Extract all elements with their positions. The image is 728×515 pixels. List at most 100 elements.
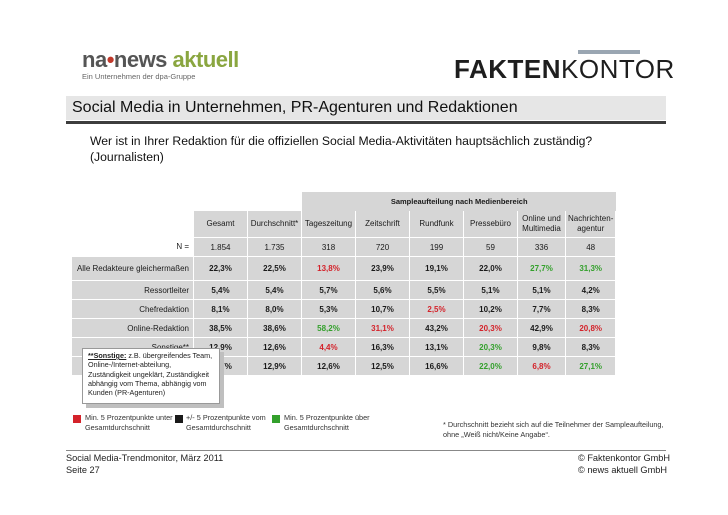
table-cell: 31,3% — [566, 256, 617, 280]
results-table: Sampleaufteilung nach Medienbereich Gesa… — [72, 192, 617, 375]
logo-aktuell-text: aktuell — [172, 47, 240, 72]
faktenkontor-logo: FAKTENKONTOR — [454, 54, 675, 85]
row-label: Chefredaktion — [72, 299, 194, 318]
row-label: Alle Redakteure gleichermaßen — [72, 256, 194, 280]
logo-dot: • — [106, 47, 115, 72]
footnote-label: **Sonstige: — [88, 351, 127, 360]
n-row: N = 1.854 1.735 318 720 199 59 336 48 — [72, 237, 617, 256]
legend-swatch-neutral — [175, 415, 183, 423]
footer-rule — [66, 450, 666, 451]
legend-text-below: Min. 5 Prozentpunkte unter Gesamtdurchsc… — [85, 413, 173, 432]
table-cell: 27,1% — [566, 356, 617, 375]
table-blank-header — [194, 192, 248, 211]
table-cell: 27,7% — [518, 256, 566, 280]
table-cell: 199 — [410, 237, 464, 256]
table-cell: 5,1% — [518, 280, 566, 299]
table-blank-header — [248, 192, 302, 211]
logo-news-text: news — [113, 47, 168, 72]
table-cell: 10,7% — [356, 299, 410, 318]
table-cell: 5,6% — [356, 280, 410, 299]
table-cell: 5,4% — [248, 280, 302, 299]
column-header: Rundfunk — [410, 211, 464, 237]
footer-copyright-faktenkontor: © Faktenkontor GmbH — [578, 453, 671, 463]
title-rule — [66, 121, 666, 124]
title-band — [66, 96, 666, 120]
table-cell: 12,6% — [302, 356, 356, 375]
table-cell: 22,0% — [464, 356, 518, 375]
table-cell: 16,6% — [410, 356, 464, 375]
news-aktuell-subtitle: Ein Unternehmen der dpa-Gruppe — [82, 72, 196, 81]
logo-kontor-text: KONTOR — [561, 54, 675, 84]
table-row: Ressortleiter 5,4% 5,4% 5,7% 5,6% 5,5% 5,1% 5,1… — [72, 280, 617, 299]
column-header: Nachrichten-agentur — [566, 211, 617, 237]
table-cell: 8,0% — [248, 299, 302, 318]
table-cell: 20,3% — [464, 337, 518, 356]
table-cell: 5,5% — [410, 280, 464, 299]
table-cell: 5,4% — [194, 280, 248, 299]
table-cell: 6,8% — [518, 356, 566, 375]
table-cell: 9,8% — [518, 337, 566, 356]
table-cell: 5,1% — [464, 280, 518, 299]
column-header: Online und Multimedia — [518, 211, 566, 237]
table-corner — [72, 211, 194, 237]
table-cell: 1.854 — [194, 237, 248, 256]
table-cell: 13,1% — [410, 337, 464, 356]
column-header-row: Gesamt Durchschnitt* Tageszeitung Zeitsc… — [72, 211, 617, 237]
legend-text-above: Min. 5 Prozentpunkte über Gesamtdurchsch… — [284, 413, 370, 432]
table-cell: 22,5% — [248, 256, 302, 280]
page-title: Social Media in Unternehmen, PR-Agenture… — [72, 99, 518, 116]
column-header: Tageszeitung — [302, 211, 356, 237]
table-cell: 4,4% — [302, 337, 356, 356]
survey-question: Wer ist in Ihrer Redaktion für die offiz… — [90, 134, 593, 164]
table-cell: 720 — [356, 237, 410, 256]
group-header: Sampleaufteilung nach Medienbereich — [302, 192, 617, 211]
table-cell: 12,5% — [356, 356, 410, 375]
column-header: Pressebüro — [464, 211, 518, 237]
table-cell: 58,2% — [302, 318, 356, 337]
legend-text-neutral: +/- 5 Prozentpunkte vom Gesamtdurchschni… — [186, 413, 266, 432]
footnote-text: z.B. übergreifendes Team, Online-/Intern… — [88, 351, 213, 398]
table-cell: 31,1% — [356, 318, 410, 337]
row-label: N = — [72, 237, 194, 256]
table-row: Alle Redakteure gleichermaßen 22,3% 22,5% 1… — [72, 256, 617, 280]
row-label: Online-Redaktion — [72, 318, 194, 337]
average-note: * Durchschnitt bezieht sich auf die Teil… — [443, 420, 664, 439]
table-cell: 43,2% — [410, 318, 464, 337]
table-cell: 23,9% — [356, 256, 410, 280]
column-header: Zeitschrift — [356, 211, 410, 237]
table-cell: 10,2% — [464, 299, 518, 318]
table-corner — [72, 192, 194, 211]
table-cell: 12,9% — [248, 356, 302, 375]
table-cell: 59 — [464, 237, 518, 256]
table-cell: 318 — [302, 237, 356, 256]
table-cell: 2,5% — [410, 299, 464, 318]
column-header: Gesamt — [194, 211, 248, 237]
table-cell: 48 — [566, 237, 617, 256]
news-aktuell-logo: na•news aktuell — [82, 47, 239, 73]
row-label: Ressortleiter — [72, 280, 194, 299]
logo-na-text: na — [82, 47, 107, 72]
legend-swatch-below — [73, 415, 81, 423]
table-cell: 336 — [518, 237, 566, 256]
table-cell: 8,1% — [194, 299, 248, 318]
table-row: Online-Redaktion 38,5% 38,6% 58,2% 31,1% 43,2… — [72, 318, 617, 337]
table-cell: 22,0% — [464, 256, 518, 280]
table-cell: 8,3% — [566, 299, 617, 318]
table-cell: 7,7% — [518, 299, 566, 318]
table-cell: 38,6% — [248, 318, 302, 337]
logo-fakten-text: FAKTEN — [454, 54, 561, 84]
footer-page-number: Seite 27 — [66, 465, 100, 475]
table-cell: 16,3% — [356, 337, 410, 356]
table-cell: 38,5% — [194, 318, 248, 337]
table-cell: 5,7% — [302, 280, 356, 299]
legend-swatch-above — [272, 415, 280, 423]
table-cell: 22,3% — [194, 256, 248, 280]
table-cell: 13,8% — [302, 256, 356, 280]
table-cell: 8,3% — [566, 337, 617, 356]
table-row: Chefredaktion 8,1% 8,0% 5,3% 10,7% 2,5% 10,2% 7… — [72, 299, 617, 318]
table-cell: 19,1% — [410, 256, 464, 280]
table-cell: 20,8% — [566, 318, 617, 337]
faktenkontor-logo-bar — [578, 50, 640, 54]
table-cell: 4,2% — [566, 280, 617, 299]
table-cell: 1.735 — [248, 237, 302, 256]
